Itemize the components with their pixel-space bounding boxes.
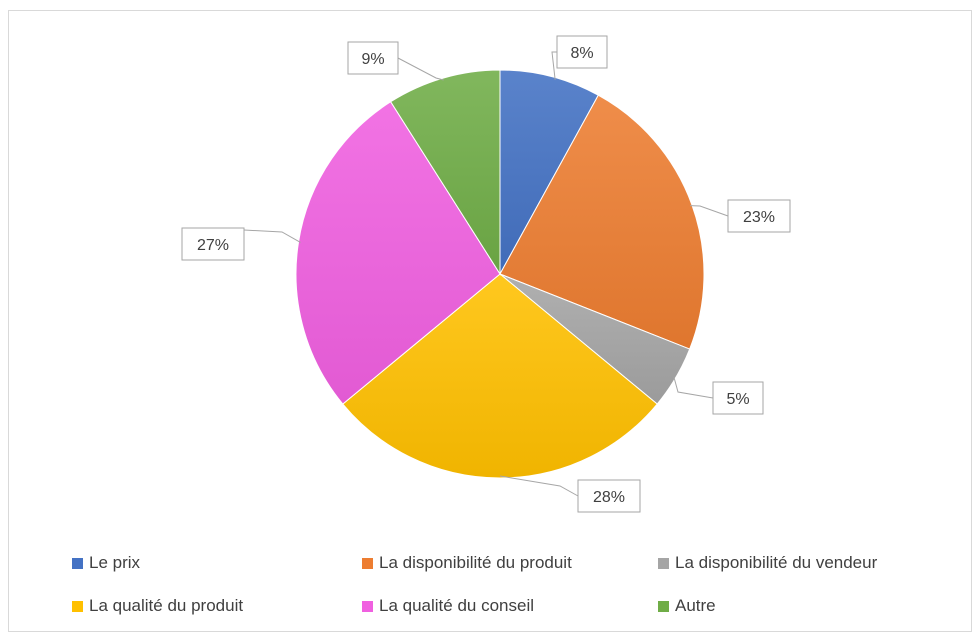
pie-slice-autre bbox=[390, 69, 501, 276]
leader-line-disponibilite-vendeur bbox=[673, 376, 714, 399]
pie-slice-qualite-conseil bbox=[295, 101, 501, 405]
legend-swatch bbox=[72, 600, 83, 612]
leader-line-qualite-produit bbox=[499, 475, 579, 497]
data-label-box-disponibilite-produit bbox=[727, 199, 791, 233]
legend-swatch bbox=[362, 557, 373, 569]
data-label-disponibilite-vendeur: 5% bbox=[726, 391, 749, 408]
legend-swatch bbox=[362, 600, 373, 612]
leader-line-autre bbox=[397, 57, 444, 81]
legend-item-qualite-produit: La qualité du produit bbox=[72, 593, 243, 619]
legend-label: La disponibilité du vendeur bbox=[675, 553, 878, 572]
legend-item-disponibilite-produit: La disponibilité du produit bbox=[362, 550, 572, 576]
leader-line-disponibilite-produit bbox=[690, 205, 729, 217]
data-label-autre: 9% bbox=[361, 51, 384, 68]
data-label-qualite-conseil: 27% bbox=[197, 237, 229, 254]
data-label-box-autre bbox=[347, 41, 399, 75]
leader-line-qualite-conseil bbox=[243, 229, 301, 243]
data-label-disponibilite-produit: 23% bbox=[743, 209, 775, 226]
legend-swatch bbox=[658, 600, 669, 612]
data-label-qualite-produit: 28% bbox=[593, 489, 625, 506]
data-label-box-le-prix bbox=[556, 35, 608, 69]
pie-slice-disponibilite-produit bbox=[499, 94, 705, 350]
leader-line-le-prix bbox=[551, 51, 557, 80]
data-label-box-qualite-conseil bbox=[181, 227, 245, 261]
legend-label: La disponibilité du produit bbox=[379, 553, 572, 572]
legend-label: La qualité du produit bbox=[89, 596, 244, 615]
pie-slice-le-prix bbox=[499, 69, 599, 275]
legend-item-autre: Autre bbox=[658, 593, 716, 619]
legend-swatch bbox=[658, 557, 669, 569]
data-label-le-prix: 8% bbox=[570, 45, 593, 62]
legend-label: La qualité du conseil bbox=[379, 596, 535, 615]
data-label-box-disponibilite-vendeur bbox=[712, 381, 764, 415]
legend-label: Autre bbox=[675, 596, 716, 615]
legend-swatch bbox=[72, 557, 83, 569]
legend-label: Le prix bbox=[89, 553, 141, 572]
legend-item-le-prix: Le prix bbox=[72, 550, 140, 576]
legend-item-qualite-conseil: La qualité du conseil bbox=[362, 593, 534, 619]
pie-slice-qualite-produit bbox=[342, 273, 658, 479]
data-label-box-qualite-produit bbox=[577, 479, 641, 513]
legend-item-disponibilite-vendeur: La disponibilité du vendeur bbox=[658, 550, 877, 576]
